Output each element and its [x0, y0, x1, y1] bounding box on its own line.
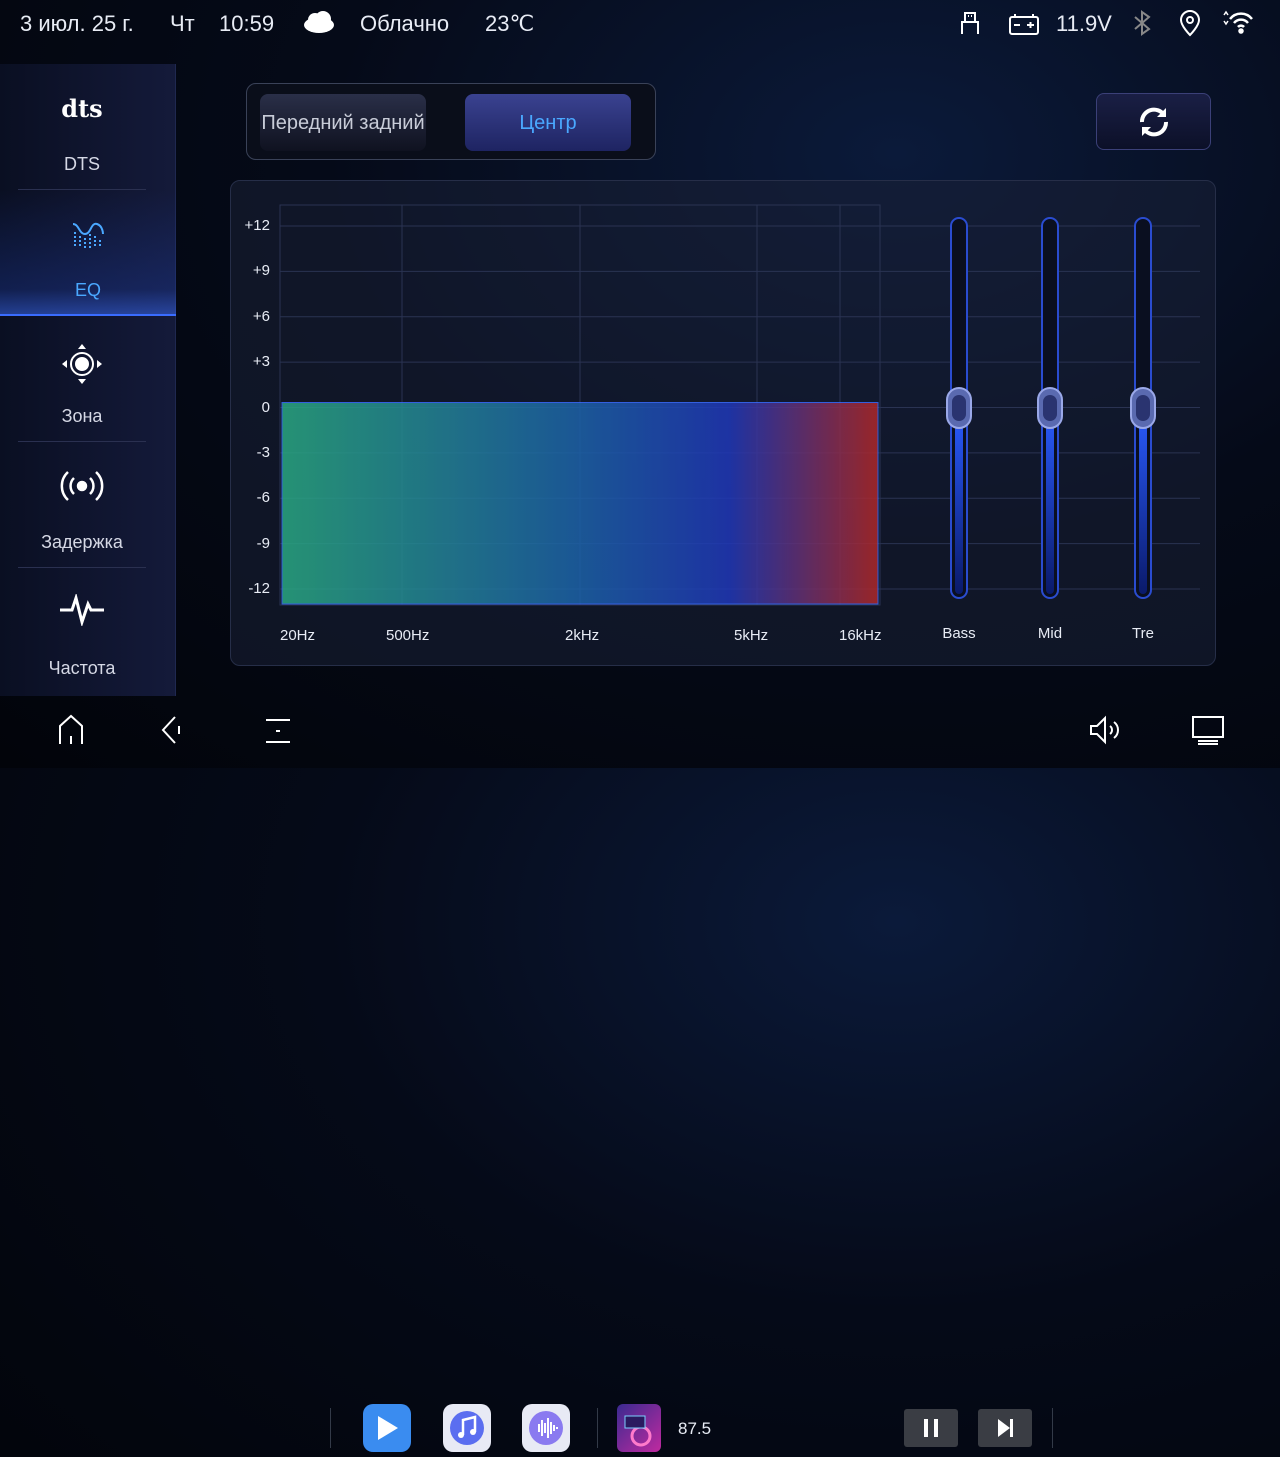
next-icon — [998, 1419, 1013, 1437]
sidebar-item-zone[interactable]: Зона — [18, 316, 146, 442]
slider-knob-inner — [1136, 395, 1150, 421]
slider-label: Tre — [1132, 625, 1154, 642]
radio-frequency: 87.5 — [678, 1419, 712, 1438]
x-tick-label: 500Hz — [386, 627, 430, 644]
eq-response-fill — [281, 402, 879, 605]
waveform-icon — [18, 592, 146, 633]
center-tab[interactable]: Центр — [465, 94, 631, 151]
menu-icon[interactable] — [258, 710, 298, 750]
slider-fill — [1046, 408, 1054, 594]
voice-icon[interactable] — [522, 1404, 570, 1452]
date: 3 июл. 25 г. — [20, 11, 134, 36]
back-icon[interactable] — [153, 710, 193, 750]
wifi-icon — [1222, 10, 1254, 40]
channel-selector: Передний задний Центр — [246, 83, 656, 160]
y-tick-label: -9 — [256, 534, 270, 552]
sidebar-item-dts[interactable]: dts DTS — [18, 64, 146, 190]
broadcast-icon — [18, 468, 146, 511]
location-icon — [1178, 9, 1202, 43]
cloud-icon — [303, 10, 335, 40]
zone-target-icon — [18, 342, 146, 393]
sidebar: dts DTS EQ Зона Задержка Частота — [0, 64, 176, 696]
sidebar-item-label: EQ — [74, 280, 101, 300]
x-tick-label: 20Hz — [280, 627, 316, 644]
eq-chart — [279, 204, 1200, 606]
refresh-icon — [1139, 107, 1168, 136]
y-tick-label: +6 — [252, 307, 270, 325]
x-tick-label: 16kHz — [839, 627, 882, 644]
bottom-bar: 87.5 — [0, 696, 1280, 1452]
dts-logo-icon: dts — [61, 94, 103, 123]
y-tick-label: +9 — [252, 262, 270, 280]
sidebar-item-eq[interactable]: EQ — [0, 190, 176, 316]
video-player-icon[interactable] — [363, 1404, 411, 1452]
front-rear-tab[interactable]: Передний задний — [260, 94, 426, 151]
screen-icon[interactable] — [1188, 710, 1228, 750]
x-tick-label: 2kHz — [565, 627, 600, 644]
sidebar-item-label: DTS — [64, 154, 100, 174]
sidebar-item-frequency[interactable]: Частота — [18, 568, 146, 694]
slider-fill — [1139, 408, 1147, 594]
radio-app-icon[interactable] — [617, 1404, 661, 1452]
y-tick-label: -6 — [256, 489, 270, 507]
sidebar-item-delay[interactable]: Задержка — [18, 442, 146, 568]
y-tick-label: -3 — [256, 443, 270, 461]
slider-knob-inner — [1043, 395, 1057, 421]
next-button[interactable] — [978, 1409, 1032, 1447]
pause-icon — [924, 1419, 938, 1437]
weather: Облачно — [360, 11, 450, 36]
usb-icon — [958, 10, 982, 42]
slider-label: Bass — [942, 625, 976, 642]
reset-button[interactable] — [1096, 93, 1211, 150]
sidebar-item-label: Частота — [48, 658, 116, 678]
bluetooth-icon — [1132, 10, 1152, 42]
sidebar-item-label: Зона — [61, 406, 103, 426]
slider-bass[interactable] — [946, 217, 972, 599]
voltage: 11.9V — [1056, 11, 1112, 36]
y-tick-label: 0 — [261, 398, 270, 416]
slider-label: Mid — [1037, 625, 1063, 642]
slider-tre[interactable] — [1130, 217, 1156, 599]
y-tick-label: -12 — [248, 580, 270, 597]
y-tick-label: +12 — [244, 217, 270, 234]
pause-button[interactable] — [904, 1409, 958, 1447]
slider-mid[interactable] — [1037, 217, 1063, 599]
time: 10:59 — [219, 11, 275, 36]
volume-icon[interactable] — [1085, 710, 1125, 750]
music-icon[interactable] — [443, 1404, 491, 1452]
y-tick-label: +3 — [252, 353, 270, 371]
battery-icon — [1008, 10, 1040, 42]
temperature: 23℃ — [485, 11, 535, 36]
home-icon[interactable] — [51, 710, 91, 750]
equalizer-icon — [0, 216, 176, 257]
weekday: Чт — [170, 11, 195, 36]
slider-fill — [955, 408, 963, 594]
x-tick-label: 5kHz — [734, 627, 769, 644]
slider-knob-inner — [952, 395, 966, 421]
sidebar-item-label: Задержка — [41, 532, 123, 552]
status-bar: 3 июл. 25 г. Чт 10:59 Облачно 23℃ 11.9V — [0, 0, 1280, 46]
